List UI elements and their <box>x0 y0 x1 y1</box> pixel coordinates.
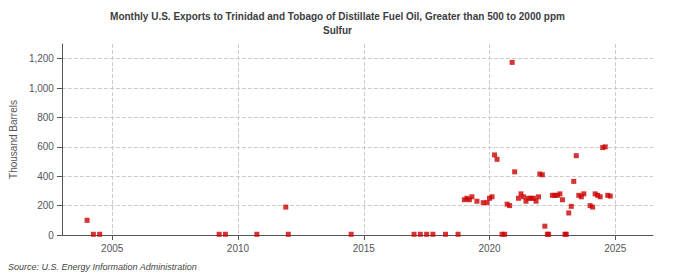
svg-text:Monthly U.S. Exports to Trinid: Monthly U.S. Exports to Trinidad and Tob… <box>110 11 565 22</box>
svg-text:2010: 2010 <box>227 243 250 254</box>
svg-text:600: 600 <box>37 141 54 152</box>
svg-text:1,200: 1,200 <box>29 53 54 64</box>
svg-text:400: 400 <box>37 171 54 182</box>
svg-text:800: 800 <box>37 112 54 123</box>
svg-text:200: 200 <box>37 200 54 211</box>
svg-text:1,000: 1,000 <box>29 83 54 94</box>
svg-text:0: 0 <box>48 230 54 241</box>
svg-text:2020: 2020 <box>478 243 501 254</box>
svg-text:2025: 2025 <box>604 243 627 254</box>
svg-text:2015: 2015 <box>353 243 376 254</box>
svg-text:Thousand Barrels: Thousand Barrels <box>8 100 19 179</box>
svg-text:2005: 2005 <box>101 243 124 254</box>
svg-text:Sulfur: Sulfur <box>323 25 352 36</box>
svg-text:Source: U.S. Energy Informatio: Source: U.S. Energy Information Administ… <box>8 262 197 272</box>
